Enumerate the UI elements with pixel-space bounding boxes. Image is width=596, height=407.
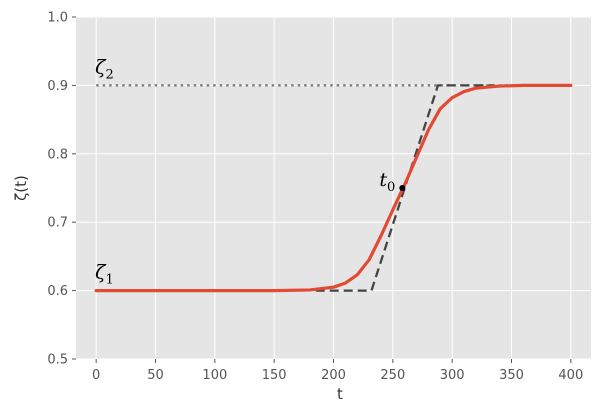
annotation-label: ζ2 — [95, 56, 114, 82]
annotation-label: ζ1 — [95, 262, 114, 288]
x-tick-label: 50 — [147, 368, 164, 383]
x-tick-label: 400 — [558, 368, 583, 383]
ticks: 0 50 100 150 200 250 300 350 400 0.5 0.6 0.7 0.8 0.9 1… — [47, 11, 583, 384]
point-label-t0: t0 — [379, 169, 395, 195]
y-tick-label: 0.8 — [47, 147, 68, 162]
y-tick-label: 0.9 — [47, 79, 68, 94]
x-tick-label: 300 — [440, 368, 465, 383]
x-tick-label: 350 — [499, 368, 524, 383]
series-layer — [94, 83, 573, 293]
x-axis-label: t — [337, 385, 343, 403]
x-tick-label: 0 — [92, 368, 100, 383]
x-tick-label: 200 — [321, 368, 346, 383]
y-tick-label: 0.5 — [47, 353, 68, 368]
annotations-layer: t0 ζ2 ζ1 — [95, 56, 406, 288]
series-line-zeta — [94, 83, 573, 293]
series-line-piecewise — [315, 84, 494, 292]
point-t0 — [399, 185, 406, 191]
y-axis-label: ζ(t) — [12, 175, 30, 201]
x-tick-label: 250 — [380, 368, 405, 383]
y-tick-label: 0.7 — [47, 216, 68, 231]
x-tick-label: 100 — [202, 368, 227, 383]
y-tick-label: 0.6 — [47, 284, 68, 299]
y-tick-label: 1.0 — [47, 11, 68, 26]
x-tick-label: 150 — [262, 368, 287, 383]
